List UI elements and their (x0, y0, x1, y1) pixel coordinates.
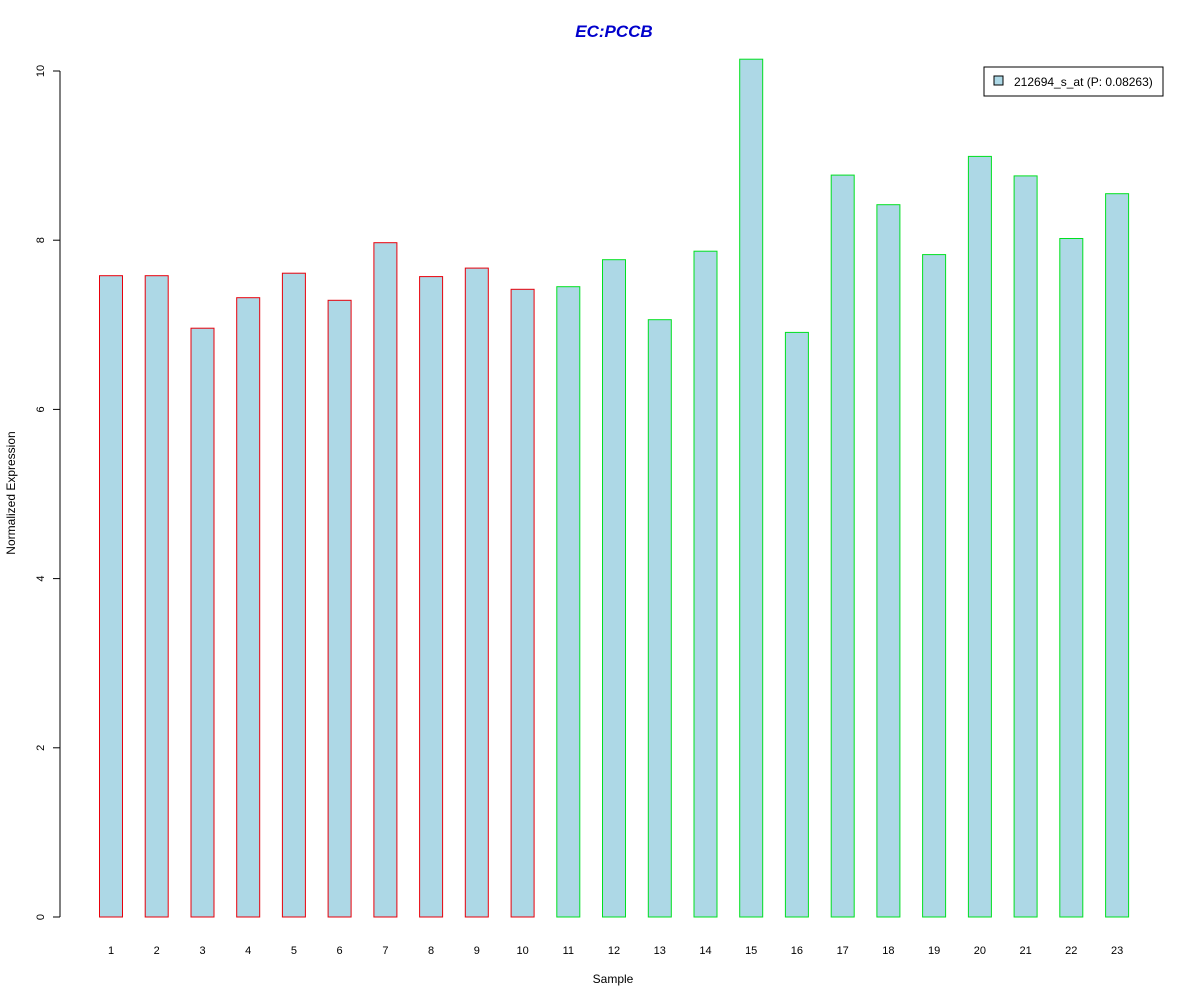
legend-label: 212694_s_at (P: 0.08263) (1014, 75, 1153, 89)
y-axis: 0 2 4 6 8 10 (35, 65, 61, 920)
x-tick-label: 6 (337, 945, 343, 957)
x-tick-label: 19 (928, 945, 940, 957)
x-axis: 1 2 3 4 5 6 7 8 9 10 11 12 13 14 15 16 17 18 19 20 21 22 23 (108, 945, 1123, 957)
y-tick-label: 6 (35, 406, 47, 412)
y-tick-label: 10 (35, 65, 47, 77)
legend: 212694_s_at (P: 0.08263) (983, 66, 1164, 97)
x-axis-label: Sample (593, 972, 634, 986)
bar-sample-10 (510, 288, 535, 918)
chart-title: EC:PCCB (575, 22, 652, 41)
bar-sample-9 (464, 267, 489, 918)
x-tick-label: 1 (108, 945, 114, 957)
x-tick-label: 21 (1019, 945, 1031, 957)
x-tick-label: 7 (382, 945, 388, 957)
legend-box (983, 66, 1164, 97)
x-tick-label: 12 (608, 945, 620, 957)
y-tick-label: 2 (35, 745, 47, 751)
x-tick-label: 18 (882, 945, 894, 957)
x-tick-label: 23 (1111, 945, 1123, 957)
x-tick-label: 10 (516, 945, 528, 957)
x-tick-label: 4 (245, 945, 251, 957)
y-tick-label: 4 (35, 576, 47, 582)
bars (99, 58, 1130, 918)
x-tick-label: 20 (974, 945, 986, 957)
bar-sample-2 (144, 275, 169, 918)
x-tick-label: 9 (474, 945, 480, 957)
bar-sample-18 (876, 204, 901, 918)
x-tick-label: 17 (837, 945, 849, 957)
bar-sample-22 (1059, 238, 1084, 918)
x-tick-label: 5 (291, 945, 297, 957)
y-axis-label: Normalized Expression (4, 431, 18, 554)
x-tick-label: 2 (154, 945, 160, 957)
x-tick-label: 11 (563, 945, 574, 957)
bar-sample-6 (327, 299, 352, 918)
bar-sample-17 (830, 174, 855, 918)
bar-sample-8 (419, 276, 444, 918)
legend-swatch (993, 75, 1004, 86)
x-tick-label: 13 (654, 945, 666, 957)
bar-sample-15 (739, 58, 764, 918)
x-tick-label: 3 (199, 945, 205, 957)
bar-sample-13 (647, 319, 672, 918)
bar-sample-4 (236, 297, 261, 918)
bar-sample-16 (784, 331, 809, 918)
y-tick-label: 8 (35, 237, 47, 243)
x-tick-label: 14 (699, 945, 711, 957)
x-tick-label: 8 (428, 945, 434, 957)
bar-sample-5 (281, 272, 306, 918)
bar-sample-14 (693, 250, 718, 918)
bar-sample-3 (190, 327, 215, 918)
x-tick-label: 22 (1065, 945, 1077, 957)
bar-sample-11 (556, 286, 581, 918)
x-tick-label: 15 (745, 945, 757, 957)
bar-sample-21 (1013, 175, 1038, 918)
bar-sample-7 (373, 242, 398, 918)
bar-sample-1 (99, 275, 123, 918)
bar-sample-19 (922, 254, 947, 918)
x-tick-label: 16 (791, 945, 803, 957)
y-tick-label: 0 (35, 914, 47, 920)
bar-sample-20 (967, 155, 992, 918)
bar-sample-23 (1105, 193, 1130, 918)
bar-sample-12 (602, 259, 626, 918)
